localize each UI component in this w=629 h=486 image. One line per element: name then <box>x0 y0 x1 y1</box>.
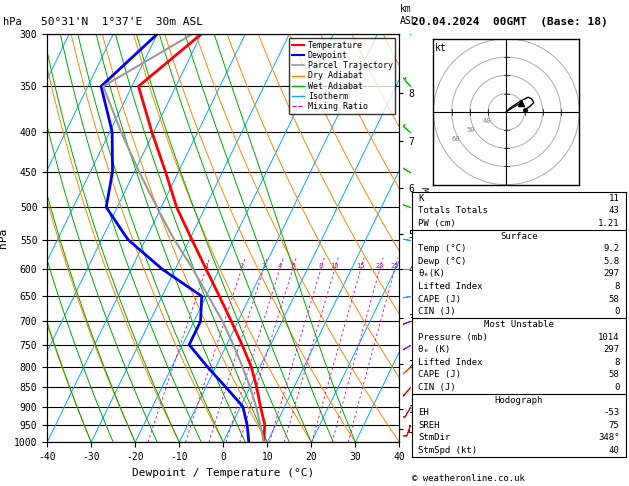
Text: 1014: 1014 <box>598 332 620 342</box>
Text: Surface: Surface <box>500 232 538 241</box>
Text: θₑ(K): θₑ(K) <box>418 269 445 278</box>
Text: hPa: hPa <box>3 17 22 27</box>
Text: 1: 1 <box>204 263 208 269</box>
Text: 40: 40 <box>482 118 491 124</box>
Text: Lifted Index: Lifted Index <box>418 282 483 291</box>
Text: 58: 58 <box>609 370 620 380</box>
Text: CAPE (J): CAPE (J) <box>418 295 462 304</box>
Text: 8: 8 <box>319 263 323 269</box>
X-axis label: Dewpoint / Temperature (°C): Dewpoint / Temperature (°C) <box>132 468 314 478</box>
Text: -53: -53 <box>603 408 620 417</box>
Y-axis label: hPa: hPa <box>0 228 8 248</box>
Text: 348°: 348° <box>598 434 620 442</box>
Text: CIN (J): CIN (J) <box>418 307 456 316</box>
Text: 0: 0 <box>614 383 620 392</box>
Text: θₑ (K): θₑ (K) <box>418 345 450 354</box>
Text: Most Unstable: Most Unstable <box>484 320 554 329</box>
Text: 20: 20 <box>376 263 384 269</box>
Text: 11: 11 <box>609 194 620 203</box>
Text: 25: 25 <box>391 263 399 269</box>
Text: Lifted Index: Lifted Index <box>418 358 483 367</box>
Text: 8: 8 <box>614 358 620 367</box>
Text: kt: kt <box>435 43 447 52</box>
Text: StmSpd (kt): StmSpd (kt) <box>418 446 477 455</box>
Text: Pressure (mb): Pressure (mb) <box>418 332 488 342</box>
Text: 9.2: 9.2 <box>603 244 620 253</box>
Text: Hodograph: Hodograph <box>495 396 543 404</box>
Text: Temp (°C): Temp (°C) <box>418 244 467 253</box>
Text: CAPE (J): CAPE (J) <box>418 370 462 380</box>
Text: km
ASL: km ASL <box>399 4 417 26</box>
Text: 4: 4 <box>277 263 282 269</box>
Text: 60: 60 <box>451 136 460 142</box>
Legend: Temperature, Dewpoint, Parcel Trajectory, Dry Adiabat, Wet Adiabat, Isotherm, Mi: Temperature, Dewpoint, Parcel Trajectory… <box>289 38 395 114</box>
Text: 8: 8 <box>614 282 620 291</box>
Text: Mixing Ratio (g/kg): Mixing Ratio (g/kg) <box>419 187 428 289</box>
Text: K: K <box>418 194 424 203</box>
Text: 15: 15 <box>357 263 365 269</box>
Text: 1.21: 1.21 <box>598 219 620 228</box>
Text: 50°31'N  1°37'E  30m ASL: 50°31'N 1°37'E 30m ASL <box>41 17 203 27</box>
Text: 2: 2 <box>240 263 243 269</box>
Text: 75: 75 <box>609 421 620 430</box>
Text: 43: 43 <box>609 207 620 215</box>
Text: CIN (J): CIN (J) <box>418 383 456 392</box>
Text: 5.8: 5.8 <box>603 257 620 266</box>
Text: 50: 50 <box>467 127 476 133</box>
Text: 5: 5 <box>291 263 295 269</box>
Text: Totals Totals: Totals Totals <box>418 207 488 215</box>
Text: 0: 0 <box>614 307 620 316</box>
Text: 58: 58 <box>609 295 620 304</box>
Text: 297: 297 <box>603 269 620 278</box>
Text: Dewp (°C): Dewp (°C) <box>418 257 467 266</box>
Text: PW (cm): PW (cm) <box>418 219 456 228</box>
Text: 3: 3 <box>262 263 265 269</box>
Text: EH: EH <box>418 408 429 417</box>
Text: 20.04.2024  00GMT  (Base: 18): 20.04.2024 00GMT (Base: 18) <box>412 17 608 27</box>
Text: 10: 10 <box>330 263 339 269</box>
Text: SREH: SREH <box>418 421 440 430</box>
Text: StmDir: StmDir <box>418 434 450 442</box>
Text: 40: 40 <box>609 446 620 455</box>
Text: © weatheronline.co.uk: © weatheronline.co.uk <box>412 474 525 483</box>
Text: 297: 297 <box>603 345 620 354</box>
